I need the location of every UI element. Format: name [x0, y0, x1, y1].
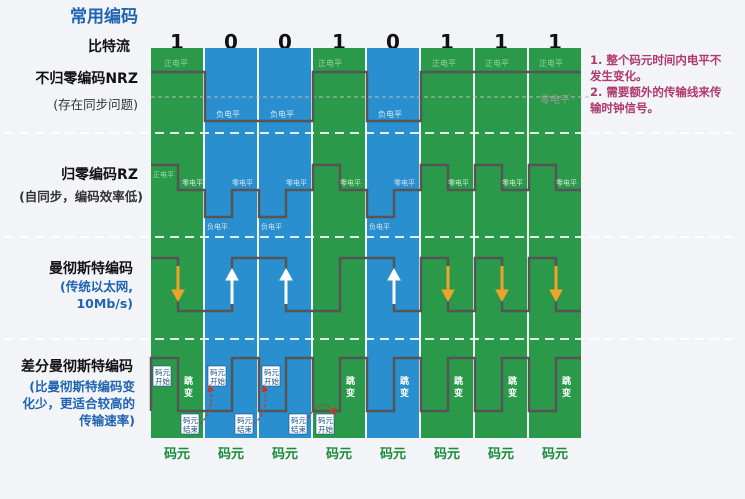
- svg-text:码元: 码元: [291, 416, 306, 425]
- nrz-waveform: 正电平 正电平 正电平 正电平 正电平 负电平 负电平 负电平 零电平: [151, 58, 590, 123]
- svg-text:变: 变: [508, 387, 517, 399]
- svg-text:零电平: 零电平: [340, 178, 361, 187]
- svg-text:码元: 码元: [210, 368, 225, 377]
- codeword-label: 码元: [163, 447, 190, 462]
- svg-text:正电平: 正电平: [153, 170, 174, 179]
- svg-text:码元: 码元: [237, 416, 252, 425]
- nrz-explanation-note: 1. 整个码元时间内电平不 发生变化。 2. 需要额外的传输线来传 输时钟信号。: [590, 53, 722, 115]
- svg-text:负电平: 负电平: [216, 109, 240, 119]
- svg-text:码元: 码元: [264, 368, 279, 377]
- svg-text:正电平: 正电平: [485, 58, 509, 68]
- svg-text:正电平: 正电平: [318, 58, 342, 68]
- svg-text:零电平: 零电平: [556, 178, 577, 187]
- arrow-up-icon: [387, 267, 401, 304]
- svg-text:正电平: 正电平: [164, 58, 188, 68]
- rz-row-note: (自同步，编码效率低): [19, 189, 143, 204]
- diff-manchester-row-name: 差分曼彻斯特编码: [21, 359, 133, 375]
- svg-text:结束: 结束: [237, 424, 252, 434]
- rz-waveform: 正电平 零电平 零电平 零电平 零电平 零电平 零电平 零电平 零电平 负电平 …: [151, 163, 581, 231]
- svg-text:开始: 开始: [264, 376, 279, 386]
- code-end-tag: 码元 结束: [180, 413, 200, 435]
- manchester-row-name: 曼彻斯特编码: [49, 261, 133, 277]
- svg-text:负电平: 负电平: [378, 109, 402, 119]
- svg-text:零电平: 零电平: [182, 178, 203, 187]
- svg-text:跳: 跳: [454, 375, 463, 387]
- svg-text:负电平: 负电平: [207, 222, 228, 231]
- svg-text:负电平: 负电平: [369, 222, 390, 231]
- svg-text:正电平: 正电平: [432, 58, 456, 68]
- code-start-tag: 码元 开始: [315, 413, 335, 435]
- svg-text:零电平: 零电平: [232, 178, 253, 187]
- arrow-down-icon: [441, 266, 455, 303]
- codeword-label: 码元: [541, 447, 568, 462]
- codeword-label: 码元: [325, 447, 352, 462]
- codeword-label: 码元: [217, 447, 244, 462]
- svg-text:码元: 码元: [318, 416, 333, 425]
- nrz-row-note: (存在同步问题): [53, 97, 138, 112]
- svg-text:跳: 跳: [346, 375, 355, 387]
- svg-text:正电平: 正电平: [539, 58, 563, 68]
- svg-text:跳: 跳: [562, 375, 571, 387]
- svg-text:负电平: 负电平: [261, 222, 282, 231]
- codeword-label: 码元: [487, 447, 514, 462]
- svg-text:零电平: 零电平: [502, 178, 523, 187]
- svg-text:跳: 跳: [508, 375, 517, 387]
- transition-arrows: [199, 384, 337, 425]
- svg-text:结束: 结束: [291, 424, 306, 434]
- svg-text:变: 变: [454, 387, 463, 399]
- svg-text:结束: 结束: [183, 424, 198, 434]
- svg-text:开始: 开始: [155, 376, 170, 386]
- code-end-tag: 码元 结束: [288, 413, 308, 435]
- arrow-down-icon: [549, 266, 563, 303]
- diff-manchester-row-note: (比曼彻斯特编码变 化少，更适合较高的 传输速率): [22, 379, 135, 428]
- manchester-waveform: [151, 256, 581, 313]
- svg-text:变: 变: [400, 387, 409, 399]
- arrow-down-icon: [495, 266, 509, 303]
- nrz-row-name: 不归零编码NRZ: [35, 71, 138, 87]
- svg-text:开始: 开始: [318, 424, 333, 434]
- svg-text:变: 变: [184, 387, 193, 399]
- codeword-label: 码元: [271, 447, 298, 462]
- svg-text:零电平: 零电平: [448, 178, 469, 187]
- svg-text:跳: 跳: [400, 375, 409, 387]
- codeword-label: 码元: [433, 447, 460, 462]
- rz-row-name: 归零编码RZ: [61, 167, 138, 183]
- row-separators: [5, 132, 740, 340]
- code-end-tag: 码元 结束: [234, 413, 254, 435]
- diff-manchester-waveform: 码元 开始 码元 开始 码元 开始 码元 开始 码元 结束 码元 结束: [149, 356, 581, 435]
- svg-text:负电平: 负电平: [270, 109, 294, 119]
- svg-text:零电平: 零电平: [540, 93, 570, 106]
- arrow-up-icon: [279, 267, 293, 304]
- codeword-label: 码元: [379, 447, 406, 462]
- code-start-tag: 码元 开始: [207, 365, 227, 387]
- page-title: 常用编码: [70, 7, 138, 27]
- svg-text:跳: 跳: [184, 375, 193, 387]
- svg-text:码元: 码元: [183, 416, 198, 425]
- arrow-down-icon: [171, 266, 185, 303]
- svg-text:开始: 开始: [210, 376, 225, 386]
- bitstream-label: 比特流: [88, 39, 130, 55]
- svg-text:变: 变: [346, 387, 355, 399]
- manchester-row-note: (传统以太网, 10Mb/s): [60, 279, 133, 311]
- svg-text:码元: 码元: [155, 368, 170, 377]
- code-start-tag: 码元 开始: [152, 365, 172, 387]
- svg-text:零电平: 零电平: [286, 178, 307, 187]
- code-start-tag: 码元 开始: [261, 365, 281, 387]
- arrow-up-icon: [225, 267, 239, 304]
- svg-text:变: 变: [562, 387, 571, 399]
- svg-text:零电平: 零电平: [394, 178, 415, 187]
